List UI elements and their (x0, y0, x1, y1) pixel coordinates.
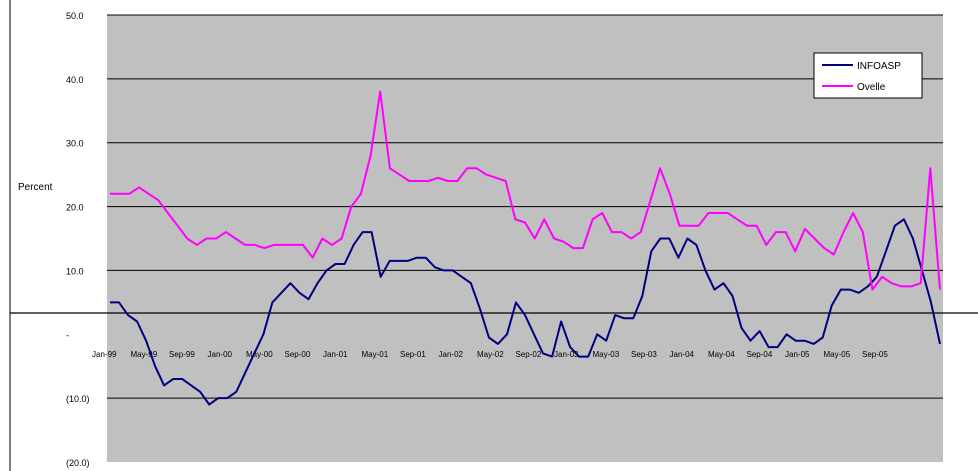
x-tick-label: May-00 (246, 350, 273, 359)
x-tick-label: May-05 (824, 350, 851, 359)
legend: INFOASP Ovelle (813, 52, 923, 99)
x-tick-label: May-01 (362, 350, 389, 359)
series-line-infoasp (110, 218, 941, 406)
x-tick-label: Jan-01 (323, 350, 348, 359)
x-tick-label: Sep-02 (516, 350, 542, 359)
x-axis-tick-labels: Jan-99 May-99 Sep-99 Jan-00 May-00 Sep-00 Jan-… (92, 350, 888, 359)
y-tick-label: 10.0 (66, 266, 84, 276)
x-tick-label: Sep-03 (631, 350, 657, 359)
y-tick-label: - (66, 330, 69, 340)
y-tick-label: (10.0) (66, 394, 90, 404)
plot-area (107, 15, 943, 462)
x-tick-label: Jan-03 (554, 350, 579, 359)
x-tick-label: May-99 (131, 350, 158, 359)
y-tick-label: 40.0 (66, 75, 84, 85)
legend-box (813, 52, 923, 99)
x-tick-label: Jan-05 (785, 350, 810, 359)
x-tick-label: Sep-05 (862, 350, 888, 359)
x-tick-label: Sep-01 (400, 350, 426, 359)
y-tick-label: 30.0 (66, 139, 84, 149)
legend-label-ovelle: Ovelle (857, 82, 886, 93)
x-tick-label: Jan-99 (92, 350, 117, 359)
x-tick-label: May-02 (477, 350, 504, 359)
x-tick-label: Jan-00 (208, 350, 233, 359)
y-tick-label: 50.0 (66, 11, 84, 21)
series-lines (110, 90, 941, 406)
x-tick-label: May-04 (708, 350, 735, 359)
x-tick-label: May-03 (593, 350, 620, 359)
x-tick-label: Sep-04 (747, 350, 773, 359)
x-tick-label: Jan-04 (670, 350, 695, 359)
x-tick-label: Jan-02 (439, 350, 464, 359)
x-tick-label: Sep-99 (169, 350, 195, 359)
x-tick-label: Sep-00 (285, 350, 311, 359)
series-line-ovelle (110, 90, 941, 291)
gridlines (107, 14, 943, 399)
y-axis-tick-labels: 50.0 40.0 30.0 20.0 10.0 - (10.0) (20.0) (66, 11, 90, 468)
y-axis-title: Percent (18, 182, 53, 193)
legend-label-infoasp: INFOASP (857, 61, 901, 72)
y-tick-label: 20.0 (66, 203, 84, 213)
y-tick-label: (20.0) (66, 458, 90, 468)
